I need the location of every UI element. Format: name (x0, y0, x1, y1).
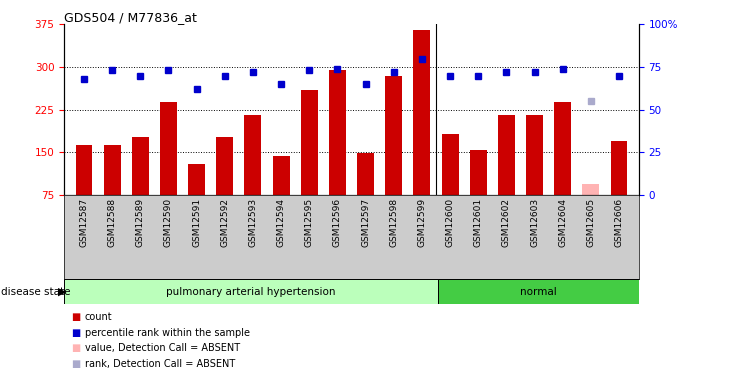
Bar (526, 116, 543, 195)
FancyBboxPatch shape (64, 279, 438, 304)
Text: GSM12590: GSM12590 (164, 198, 173, 247)
Bar (132, 137, 149, 195)
Text: ▶: ▶ (58, 287, 66, 297)
Text: GSM12599: GSM12599 (418, 198, 426, 247)
Text: normal: normal (520, 286, 556, 297)
Text: GSM12605: GSM12605 (586, 198, 596, 247)
Text: GSM12600: GSM12600 (445, 198, 455, 247)
Bar (75, 145, 93, 195)
Text: pulmonary arterial hypertension: pulmonary arterial hypertension (166, 286, 336, 297)
Text: GSM12591: GSM12591 (192, 198, 201, 247)
Text: GDS504 / M77836_at: GDS504 / M77836_at (64, 11, 197, 24)
Text: value, Detection Call = ABSENT: value, Detection Call = ABSENT (85, 344, 239, 353)
Text: GSM12601: GSM12601 (474, 198, 483, 247)
Bar (216, 137, 233, 195)
Bar (104, 145, 120, 195)
Bar (160, 102, 177, 195)
Bar (610, 141, 628, 195)
FancyBboxPatch shape (438, 279, 639, 304)
Bar (245, 116, 261, 195)
Bar (554, 102, 571, 195)
Text: GSM12594: GSM12594 (277, 198, 285, 246)
Text: GSM12588: GSM12588 (107, 198, 117, 247)
Text: GSM12602: GSM12602 (502, 198, 511, 246)
Bar (583, 184, 599, 195)
Text: GSM12598: GSM12598 (389, 198, 399, 247)
Bar (329, 70, 346, 195)
Bar (301, 90, 318, 195)
Bar (442, 134, 458, 195)
Bar (413, 30, 431, 195)
Text: GSM12587: GSM12587 (80, 198, 88, 247)
Text: GSM12606: GSM12606 (615, 198, 623, 247)
Text: GSM12603: GSM12603 (530, 198, 539, 247)
Text: GSM12593: GSM12593 (248, 198, 258, 247)
Text: percentile rank within the sample: percentile rank within the sample (85, 328, 250, 338)
Text: GSM12589: GSM12589 (136, 198, 145, 247)
Text: GSM12596: GSM12596 (333, 198, 342, 247)
Bar (470, 150, 487, 195)
Text: disease state: disease state (1, 287, 71, 297)
Bar (385, 76, 402, 195)
Text: GSM12604: GSM12604 (558, 198, 567, 246)
Bar (357, 153, 374, 195)
Text: GSM12597: GSM12597 (361, 198, 370, 247)
Text: ■: ■ (72, 312, 81, 322)
Text: GSM12592: GSM12592 (220, 198, 229, 246)
Text: GSM12595: GSM12595 (304, 198, 314, 247)
Bar (498, 116, 515, 195)
Text: ■: ■ (72, 328, 81, 338)
Text: count: count (85, 312, 112, 322)
Bar (188, 164, 205, 195)
Text: rank, Detection Call = ABSENT: rank, Detection Call = ABSENT (85, 359, 235, 369)
Text: ■: ■ (72, 344, 81, 353)
Text: ■: ■ (72, 359, 81, 369)
Bar (272, 156, 290, 195)
